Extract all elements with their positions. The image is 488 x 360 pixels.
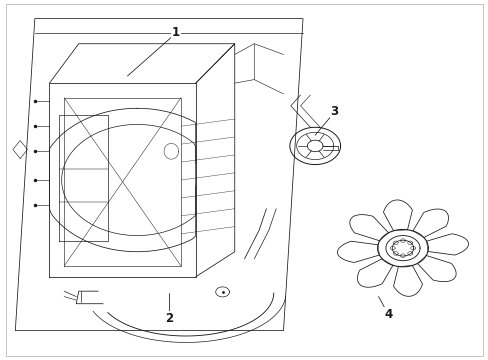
Text: 1: 1 — [172, 27, 180, 40]
Text: 2: 2 — [164, 311, 173, 325]
Text: 3: 3 — [330, 105, 338, 118]
Text: 4: 4 — [384, 308, 392, 321]
